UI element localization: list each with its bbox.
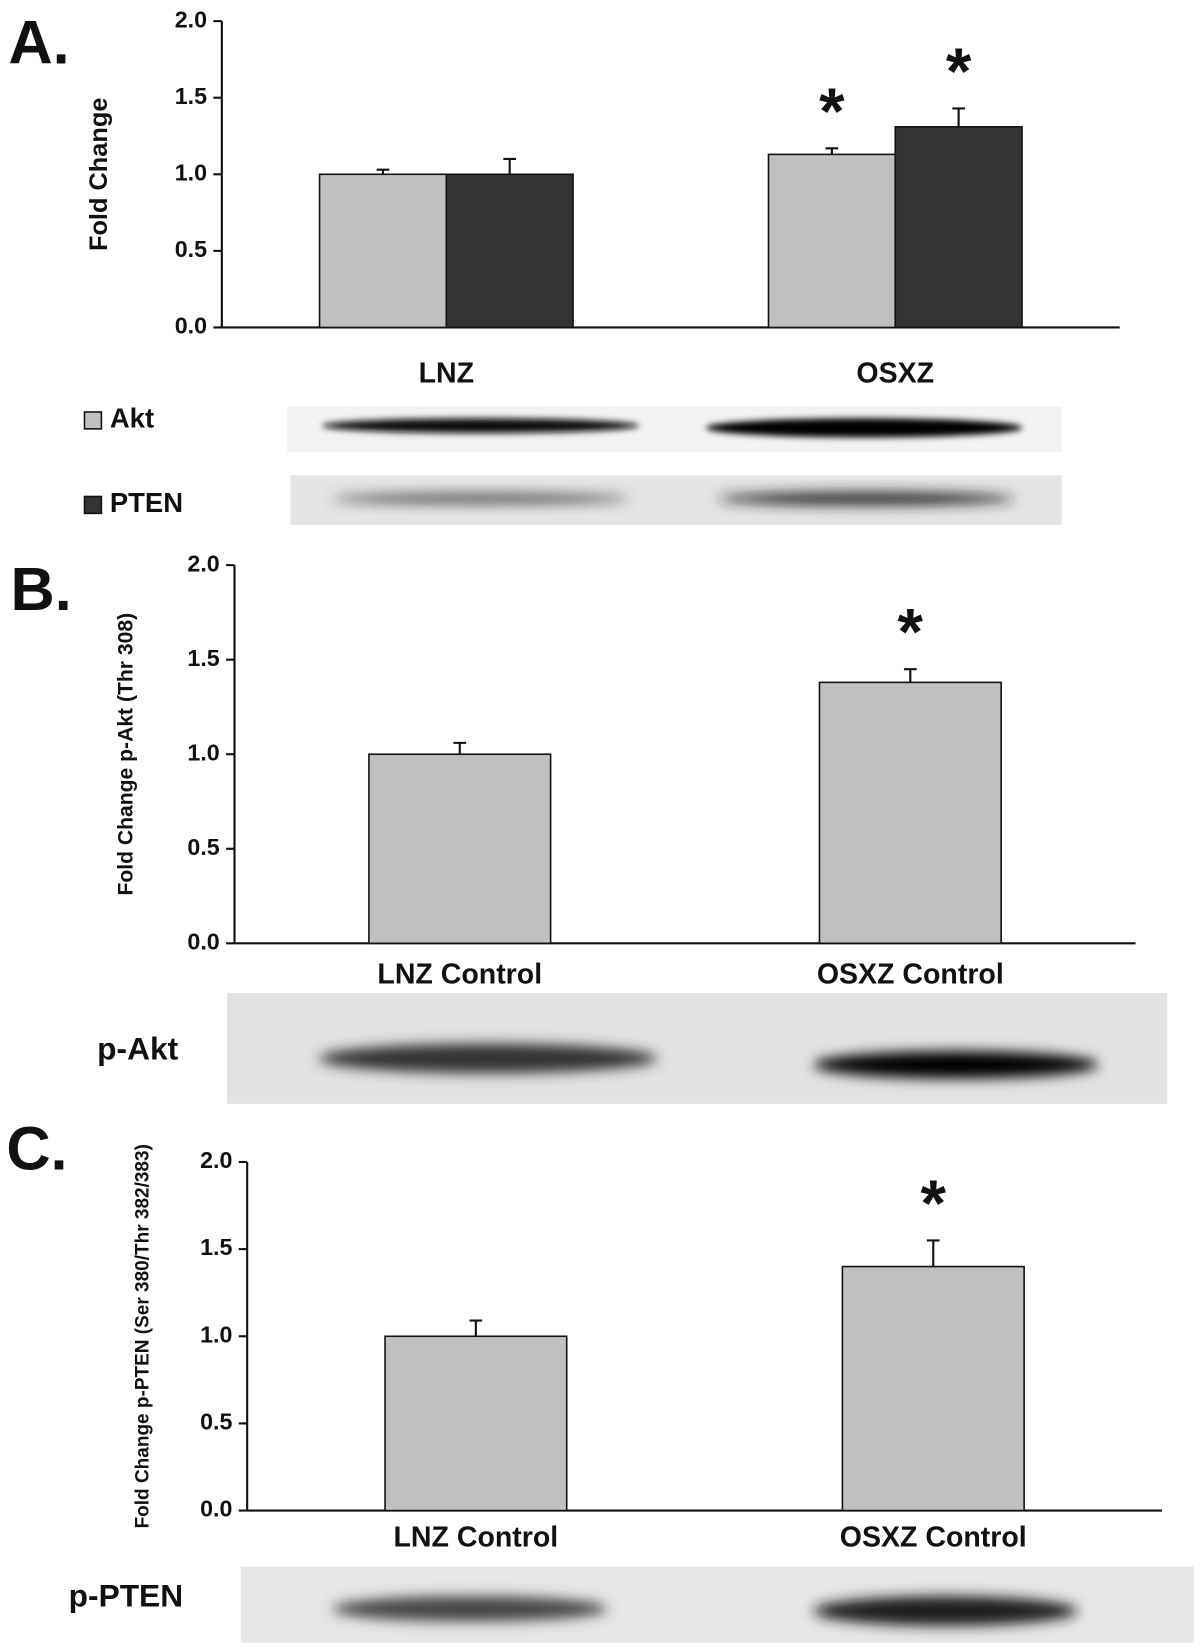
blot-label: p-Akt (97, 1030, 178, 1066)
x-tick-label: OSXZ Control (817, 959, 1004, 991)
legend-swatch (83, 495, 103, 515)
blot-band (332, 493, 629, 504)
blot-images (227, 406, 1194, 1643)
x-tick-label: OSXZ Control (840, 1522, 1027, 1554)
y-tick-label: 0.0 (200, 1496, 232, 1522)
panel-label: C. (6, 1115, 67, 1183)
error-bar (825, 147, 839, 155)
error-bar (469, 1319, 483, 1337)
significance-marker: * (819, 75, 845, 148)
y-tick-label: 1.0 (187, 739, 219, 765)
blot-band (718, 492, 1015, 505)
y-tick-label: 0.0 (175, 313, 207, 339)
bar (384, 1335, 568, 1512)
y-axis-label: Fold Change p-PTEN (Ser 380/Thr 382/383) (133, 1144, 154, 1528)
y-tick-label: 0.5 (175, 236, 207, 262)
blot-band (813, 1051, 1099, 1079)
y-axis-label: Fold Change p-Akt (Thr 308) (114, 613, 137, 896)
y-tick-label: 1.0 (200, 1321, 232, 1347)
y-tick-label: 0.5 (187, 834, 219, 860)
blot-label: p-PTEN (69, 1578, 183, 1614)
bar (368, 753, 552, 945)
x-tick-label: LNZ Control (394, 1522, 559, 1554)
error-bar (453, 741, 467, 755)
blot-band (322, 418, 640, 434)
blot-band (813, 1596, 1078, 1626)
blot-band (332, 1596, 608, 1622)
significance-marker: * (898, 596, 924, 669)
error-bar (952, 107, 965, 127)
error-bar (903, 668, 917, 683)
y-tick-label: 1.5 (200, 1234, 232, 1260)
blot-band (705, 418, 1023, 438)
significance-marker: * (946, 35, 972, 108)
bar (767, 153, 897, 329)
bar (841, 1265, 1025, 1512)
bar (818, 681, 1002, 945)
y-tick-label: 1.5 (175, 83, 207, 109)
y-tick-label: 2.0 (187, 550, 219, 576)
y-tick-label: 1.5 (187, 645, 219, 671)
error-bar (503, 157, 517, 175)
y-tick-label: 1.0 (175, 159, 207, 185)
bar (445, 173, 574, 329)
y-tick-label: 2.0 (200, 1147, 232, 1173)
bar (894, 126, 1023, 329)
y-tick-label: 2.0 (175, 6, 207, 32)
panel-label: A. (8, 9, 69, 77)
error-bar (926, 1239, 940, 1267)
y-axis-label: Fold Change (85, 98, 113, 251)
y-tick-label: 0.0 (187, 928, 219, 954)
x-tick-label: LNZ Control (377, 959, 542, 991)
panel-label: B. (11, 555, 72, 623)
significance-marker: * (921, 1167, 947, 1240)
blot-band (319, 1043, 658, 1074)
y-tick-label: 0.5 (200, 1409, 232, 1435)
error-bar (376, 168, 390, 175)
bar (318, 173, 448, 329)
legend-label: PTEN (110, 487, 183, 518)
legend-swatch (83, 411, 103, 430)
x-tick-label: OSXZ (856, 358, 934, 390)
legend-label: Akt (110, 403, 154, 434)
x-tick-label: LNZ (419, 358, 474, 390)
